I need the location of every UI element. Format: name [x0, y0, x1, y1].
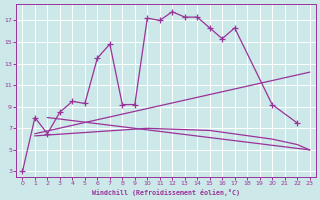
X-axis label: Windchill (Refroidissement éolien,°C): Windchill (Refroidissement éolien,°C)	[92, 189, 240, 196]
